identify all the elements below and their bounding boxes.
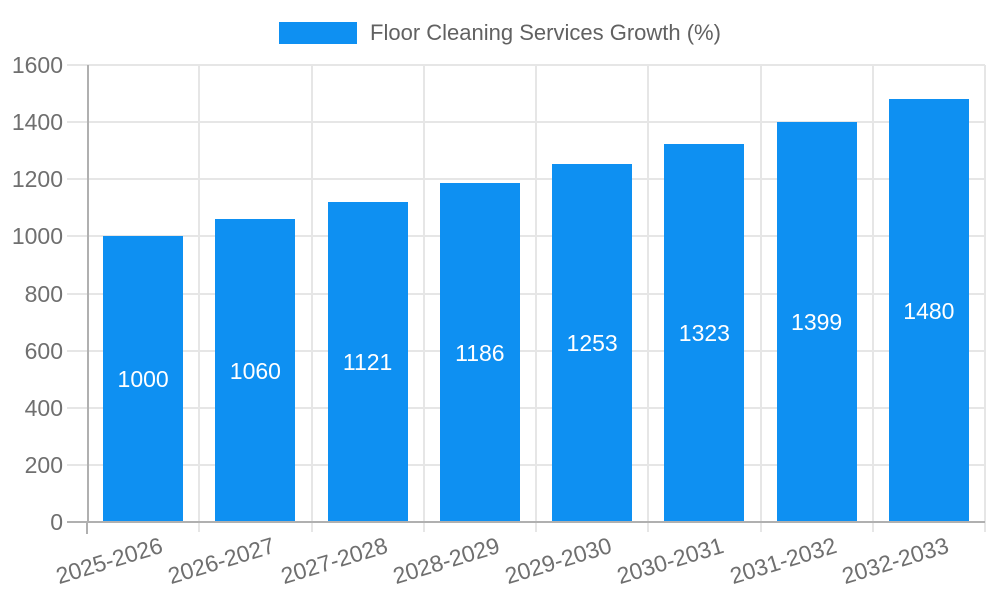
gridline-v (984, 65, 986, 522)
y-tick-label: 400 (24, 394, 63, 421)
x-tick-label: 2030-2031 (614, 532, 727, 590)
tick-mark (67, 235, 87, 238)
bar (664, 144, 745, 522)
tick-mark (535, 522, 537, 532)
bar-value-label: 1060 (229, 357, 281, 384)
bar-value-label: 1399 (791, 309, 843, 336)
bar (552, 164, 633, 522)
bar (327, 201, 408, 522)
y-tick-label: 0 (50, 509, 63, 535)
legend-label: Floor Cleaning Services Growth (%) (370, 20, 721, 45)
x-tick-label: 2029-2030 (501, 532, 615, 590)
bar-value-label: 1480 (903, 297, 955, 324)
bar-value-label: 1000 (117, 366, 169, 393)
y-tick-label: 1400 (11, 109, 63, 136)
x-tick-label: 2025-2026 (52, 532, 166, 590)
gridline-v (422, 65, 425, 522)
bar (103, 236, 184, 522)
y-tick-label: 1600 (11, 52, 63, 78)
gridline-v (198, 65, 201, 522)
gridline-v (759, 65, 762, 522)
y-tick-label: 600 (24, 337, 63, 364)
tick-mark (67, 64, 87, 66)
tick-mark (67, 463, 87, 466)
bar-value-label: 1121 (342, 348, 393, 375)
x-axis (67, 521, 985, 523)
x-tick-label: 2032-2033 (838, 532, 952, 590)
gridline-v (647, 65, 650, 522)
tick-mark (310, 522, 313, 532)
plot-area: 0 200 400 600 800 1000 1200 1400 1600 1000 2025-20… (12, 52, 986, 589)
y-axis (87, 65, 89, 522)
tick-mark (67, 349, 87, 352)
tick-mark (984, 522, 986, 532)
bar (215, 219, 296, 522)
x-tick-label: 2026-2027 (165, 532, 278, 590)
y-tick-label: 1200 (11, 166, 63, 193)
bar (776, 122, 857, 522)
tick-mark (67, 406, 87, 409)
gridline-v (871, 65, 874, 522)
tick-mark (67, 292, 87, 295)
legend: Floor Cleaning Services Growth (%) (0, 20, 1000, 46)
x-tick-label: 2028-2029 (389, 532, 503, 590)
tick-mark (67, 178, 87, 181)
tick-mark (422, 522, 425, 532)
y-tick-label: 800 (24, 280, 63, 307)
x-tick-label: 2027-2028 (277, 532, 391, 590)
bar-value-label: 1323 (678, 320, 730, 347)
tick-mark (67, 121, 87, 124)
tick-mark (198, 522, 201, 532)
tick-mark (647, 522, 650, 532)
legend-swatch (279, 22, 358, 44)
x-tick-label: 2031-2032 (726, 532, 840, 590)
bar (888, 99, 969, 522)
y-tick-label: 1000 (11, 223, 63, 250)
tick-mark (86, 522, 88, 534)
gridline-v (310, 65, 313, 522)
tick-mark (759, 522, 762, 532)
y-tick-label: 200 (24, 451, 63, 478)
bar-value-label: 1186 (455, 339, 505, 366)
tick-mark (871, 522, 874, 532)
gridline-v (535, 65, 537, 522)
bar-value-label: 1253 (566, 330, 618, 357)
bar (439, 183, 520, 522)
